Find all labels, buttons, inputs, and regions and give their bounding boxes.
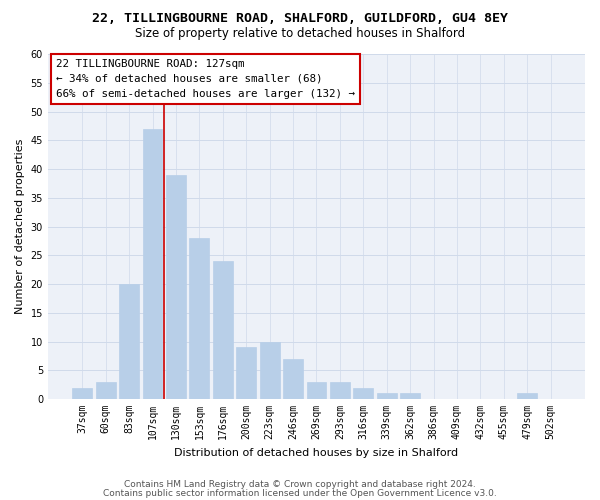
Bar	[517, 394, 537, 399]
X-axis label: Distribution of detached houses by size in Shalford: Distribution of detached houses by size …	[175, 448, 458, 458]
Bar	[377, 394, 397, 399]
Bar	[236, 348, 256, 399]
Bar	[143, 129, 163, 399]
Bar	[353, 388, 373, 399]
Bar	[400, 394, 420, 399]
Bar	[213, 261, 233, 399]
Text: Contains HM Land Registry data © Crown copyright and database right 2024.: Contains HM Land Registry data © Crown c…	[124, 480, 476, 489]
Text: 22 TILLINGBOURNE ROAD: 127sqm
← 34% of detached houses are smaller (68)
66% of s: 22 TILLINGBOURNE ROAD: 127sqm ← 34% of d…	[56, 59, 355, 99]
Bar	[190, 238, 209, 399]
Bar	[119, 284, 139, 399]
Bar	[330, 382, 350, 399]
Y-axis label: Number of detached properties: Number of detached properties	[15, 139, 25, 314]
Bar	[283, 359, 303, 399]
Bar	[96, 382, 116, 399]
Bar	[166, 175, 186, 399]
Text: Size of property relative to detached houses in Shalford: Size of property relative to detached ho…	[135, 28, 465, 40]
Bar	[73, 388, 92, 399]
Text: Contains public sector information licensed under the Open Government Licence v3: Contains public sector information licen…	[103, 488, 497, 498]
Text: 22, TILLINGBOURNE ROAD, SHALFORD, GUILDFORD, GU4 8EY: 22, TILLINGBOURNE ROAD, SHALFORD, GUILDF…	[92, 12, 508, 26]
Bar	[260, 342, 280, 399]
Bar	[307, 382, 326, 399]
